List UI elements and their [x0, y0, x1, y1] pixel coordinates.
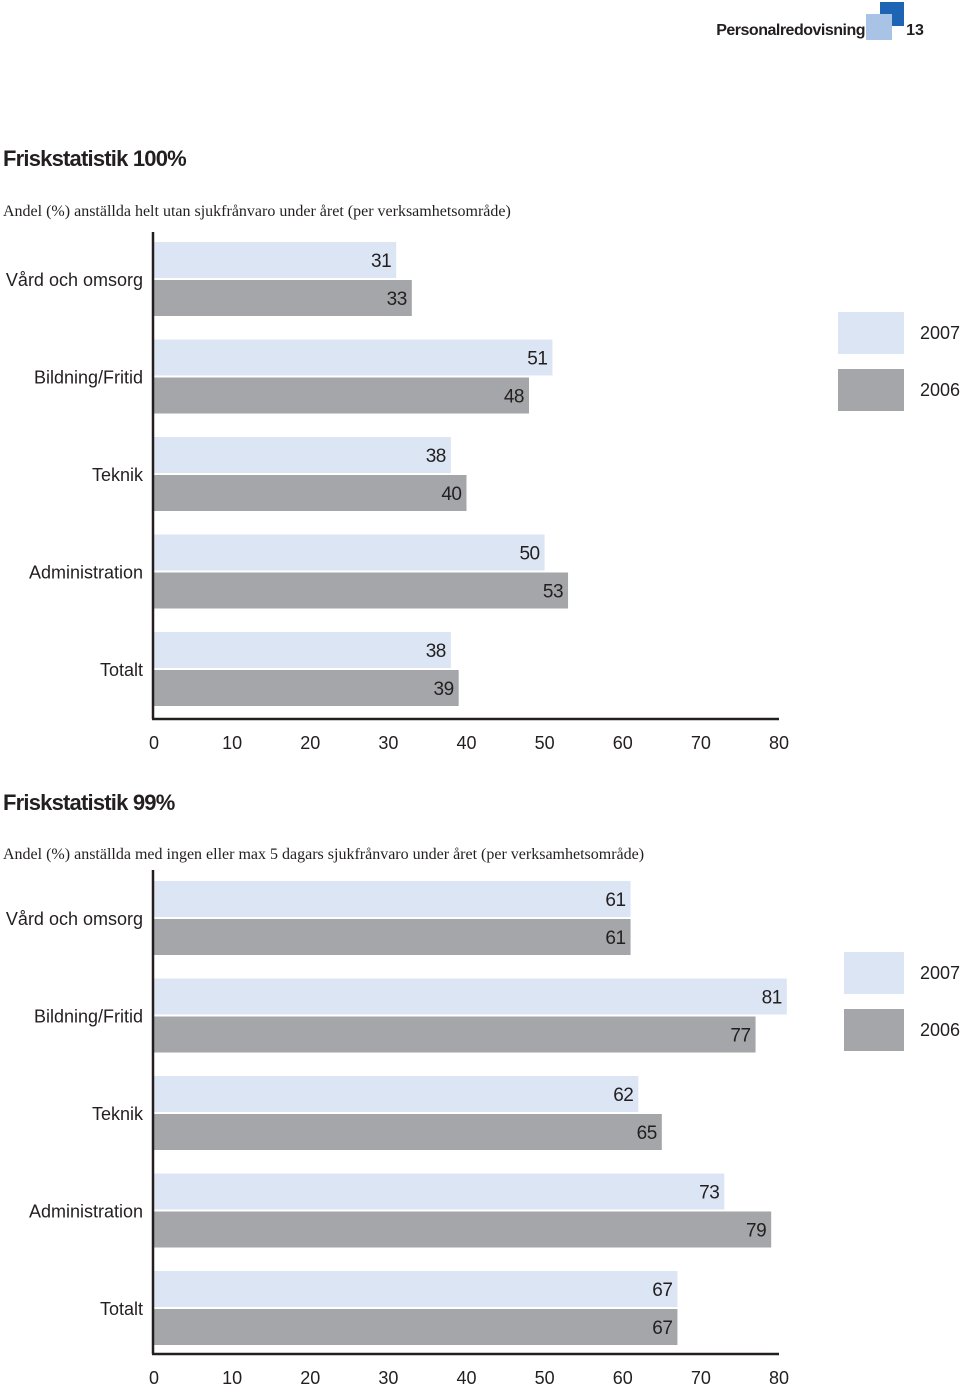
data-label-2007-administration: 50 — [519, 544, 539, 565]
bar-2006-bildning-fritid — [154, 377, 529, 414]
x-tick-label-30: 30 — [378, 733, 398, 753]
x-tick-label-60: 60 — [613, 1368, 633, 1388]
category-label-v-rd-och-omsorg: Vård och omsorg — [6, 909, 143, 929]
chart-2-svg: Vård och omsorg 61 61 Bildning/Fritid 81 77 Te… — [6, 870, 960, 1388]
data-label-2006-v-rd-och-omsorg: 33 — [387, 289, 407, 310]
legend-label-2007: 2007 — [920, 963, 960, 983]
legend-swatch-2007 — [838, 312, 904, 354]
bar-2006-teknik — [154, 1114, 662, 1150]
category-label-bildning-fritid: Bildning/Fritid — [34, 1007, 143, 1027]
data-label-2006-administration: 53 — [543, 582, 563, 603]
data-label-2006-bildning-fritid: 77 — [730, 1026, 750, 1047]
bar-2006-administration — [154, 1211, 772, 1248]
bar-2006-teknik — [154, 475, 467, 511]
category-label-administration: Administration — [29, 563, 143, 583]
chart-2: Vård och omsorg 61 61 Bildning/Fritid 81 77 Te… — [0, 866, 960, 1391]
bar-2007-totalt — [154, 1271, 678, 1307]
x-tick-label-30: 30 — [378, 1368, 398, 1388]
category-label-teknik: Teknik — [92, 1104, 144, 1124]
data-label-2006-bildning-fritid: 48 — [504, 387, 524, 408]
x-tick-label-20: 20 — [300, 733, 320, 753]
logo-light-square — [866, 14, 892, 40]
data-label-2006-teknik: 65 — [637, 1123, 657, 1144]
legend-swatch-2007 — [844, 952, 904, 994]
chart-1-subtitle: Andel (%) anställda helt utan sjukfrånva… — [3, 203, 511, 220]
data-label-2007-teknik: 62 — [613, 1085, 633, 1106]
chart-2-subtitle: Andel (%) anställda med ingen eller max … — [3, 846, 645, 863]
legend-label-2006: 2006 — [920, 380, 960, 400]
bar-2007-teknik — [154, 437, 451, 473]
category-label-v-rd-och-omsorg: Vård och omsorg — [6, 270, 143, 290]
data-label-2006-v-rd-och-omsorg: 61 — [605, 928, 625, 949]
x-tick-label-0: 0 — [149, 1368, 159, 1388]
bar-2007-teknik — [154, 1076, 639, 1112]
x-tick-label-80: 80 — [769, 733, 789, 753]
data-label-2006-totalt: 67 — [652, 1318, 672, 1339]
legend-swatch-2006 — [844, 1009, 904, 1051]
category-label-totalt: Totalt — [100, 660, 143, 680]
x-tick-label-60: 60 — [613, 733, 633, 753]
category-label-teknik: Teknik — [92, 465, 144, 485]
bar-2007-v-rd-och-omsorg — [154, 242, 397, 278]
data-label-2007-bildning-fritid: 81 — [762, 988, 782, 1009]
chart-1: Vård och omsorg 31 33 Bildning/Fritid 51 48 Te… — [0, 226, 960, 766]
chart-1-title: Friskstatistik 100% — [3, 146, 187, 171]
page-number: 13 — [906, 22, 924, 39]
category-label-bildning-fritid: Bildning/Fritid — [34, 368, 143, 388]
bar-2006-v-rd-och-omsorg — [154, 919, 631, 955]
category-label-administration: Administration — [29, 1202, 143, 1222]
bar-2006-totalt — [154, 670, 459, 706]
x-tick-label-40: 40 — [456, 1368, 476, 1388]
data-label-2007-v-rd-och-omsorg: 31 — [371, 251, 391, 272]
data-label-2007-teknik: 38 — [426, 446, 446, 467]
bar-2007-bildning-fritid — [154, 339, 553, 376]
bar-2007-administration — [154, 1173, 725, 1210]
data-label-2006-totalt: 39 — [434, 679, 454, 700]
x-tick-label-40: 40 — [456, 733, 476, 753]
x-tick-label-80: 80 — [769, 1368, 789, 1388]
category-label-totalt: Totalt — [100, 1299, 143, 1319]
data-label-2006-teknik: 40 — [441, 484, 461, 505]
bar-2006-totalt — [154, 1309, 678, 1345]
x-tick-label-0: 0 — [149, 733, 159, 753]
legend-swatch-2006 — [838, 369, 904, 411]
data-label-2007-administration: 73 — [699, 1183, 719, 1204]
section-title: Personalredovisning — [716, 22, 865, 39]
data-label-2007-totalt: 67 — [652, 1280, 672, 1301]
data-label-2006-administration: 79 — [746, 1221, 766, 1242]
legend-label-2006: 2006 — [920, 1020, 960, 1040]
x-tick-label-10: 10 — [222, 733, 242, 753]
data-label-2007-totalt: 38 — [426, 641, 446, 662]
chart-2-title: Friskstatistik 99% — [3, 790, 175, 815]
x-tick-label-50: 50 — [535, 1368, 555, 1388]
logo-squares-icon — [866, 2, 906, 42]
x-tick-label-10: 10 — [222, 1368, 242, 1388]
x-tick-label-20: 20 — [300, 1368, 320, 1388]
bar-2007-bildning-fritid — [154, 978, 787, 1015]
data-label-2007-v-rd-och-omsorg: 61 — [605, 890, 625, 911]
x-tick-label-70: 70 — [691, 733, 711, 753]
x-tick-label-50: 50 — [535, 733, 555, 753]
bar-2006-v-rd-och-omsorg — [154, 280, 412, 316]
x-tick-label-70: 70 — [691, 1368, 711, 1388]
legend-label-2007: 2007 — [920, 323, 960, 343]
bar-2006-bildning-fritid — [154, 1016, 756, 1053]
bar-2007-administration — [154, 534, 545, 571]
bar-2007-v-rd-och-omsorg — [154, 881, 631, 917]
bar-2006-administration — [154, 572, 569, 609]
bar-2007-totalt — [154, 632, 451, 668]
data-label-2007-bildning-fritid: 51 — [527, 349, 547, 370]
